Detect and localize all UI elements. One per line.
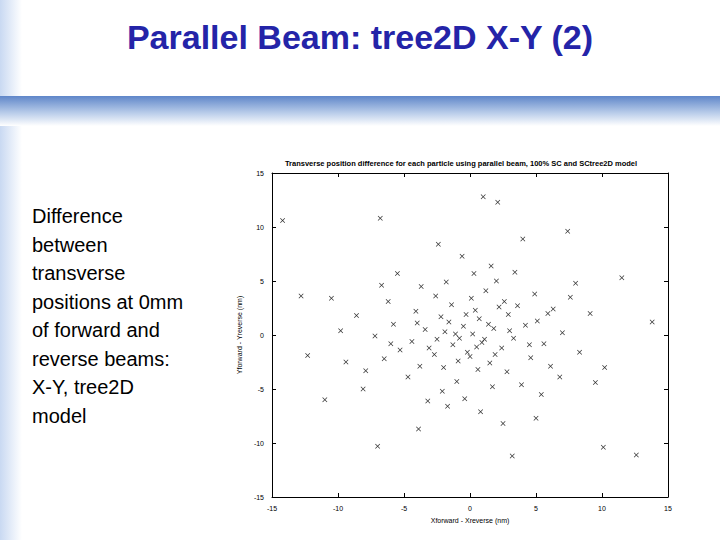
svg-text:0: 0 xyxy=(468,505,472,512)
svg-text:-15: -15 xyxy=(267,505,277,512)
svg-text:10: 10 xyxy=(598,505,606,512)
svg-text:-5: -5 xyxy=(401,505,407,512)
svg-text:15: 15 xyxy=(256,170,264,177)
svg-text:-15: -15 xyxy=(254,494,264,501)
svg-text:15: 15 xyxy=(664,505,672,512)
svg-text:5: 5 xyxy=(260,278,264,285)
svg-text:Transverse position difference: Transverse position difference for each … xyxy=(285,159,637,168)
svg-text:-10: -10 xyxy=(254,440,264,447)
svg-text:10: 10 xyxy=(256,224,264,231)
html-text:Parallel Beam: tree2D X-Y (2): Parallel Beam: tree2D X-Y (2) xyxy=(126,18,594,56)
svg-text:5: 5 xyxy=(534,505,538,512)
svg-text:0: 0 xyxy=(260,332,264,339)
html-text:Difference between transverse: Difference between transverse positions … xyxy=(32,205,184,427)
svg-text:-5: -5 xyxy=(258,386,264,393)
svg-text:Yforward - Yreverse (nm): Yforward - Yreverse (nm) xyxy=(236,296,244,374)
svg-text:Xforward - Xreverse (nm): Xforward - Xreverse (nm) xyxy=(431,517,510,525)
svg-text:-10: -10 xyxy=(333,505,343,512)
